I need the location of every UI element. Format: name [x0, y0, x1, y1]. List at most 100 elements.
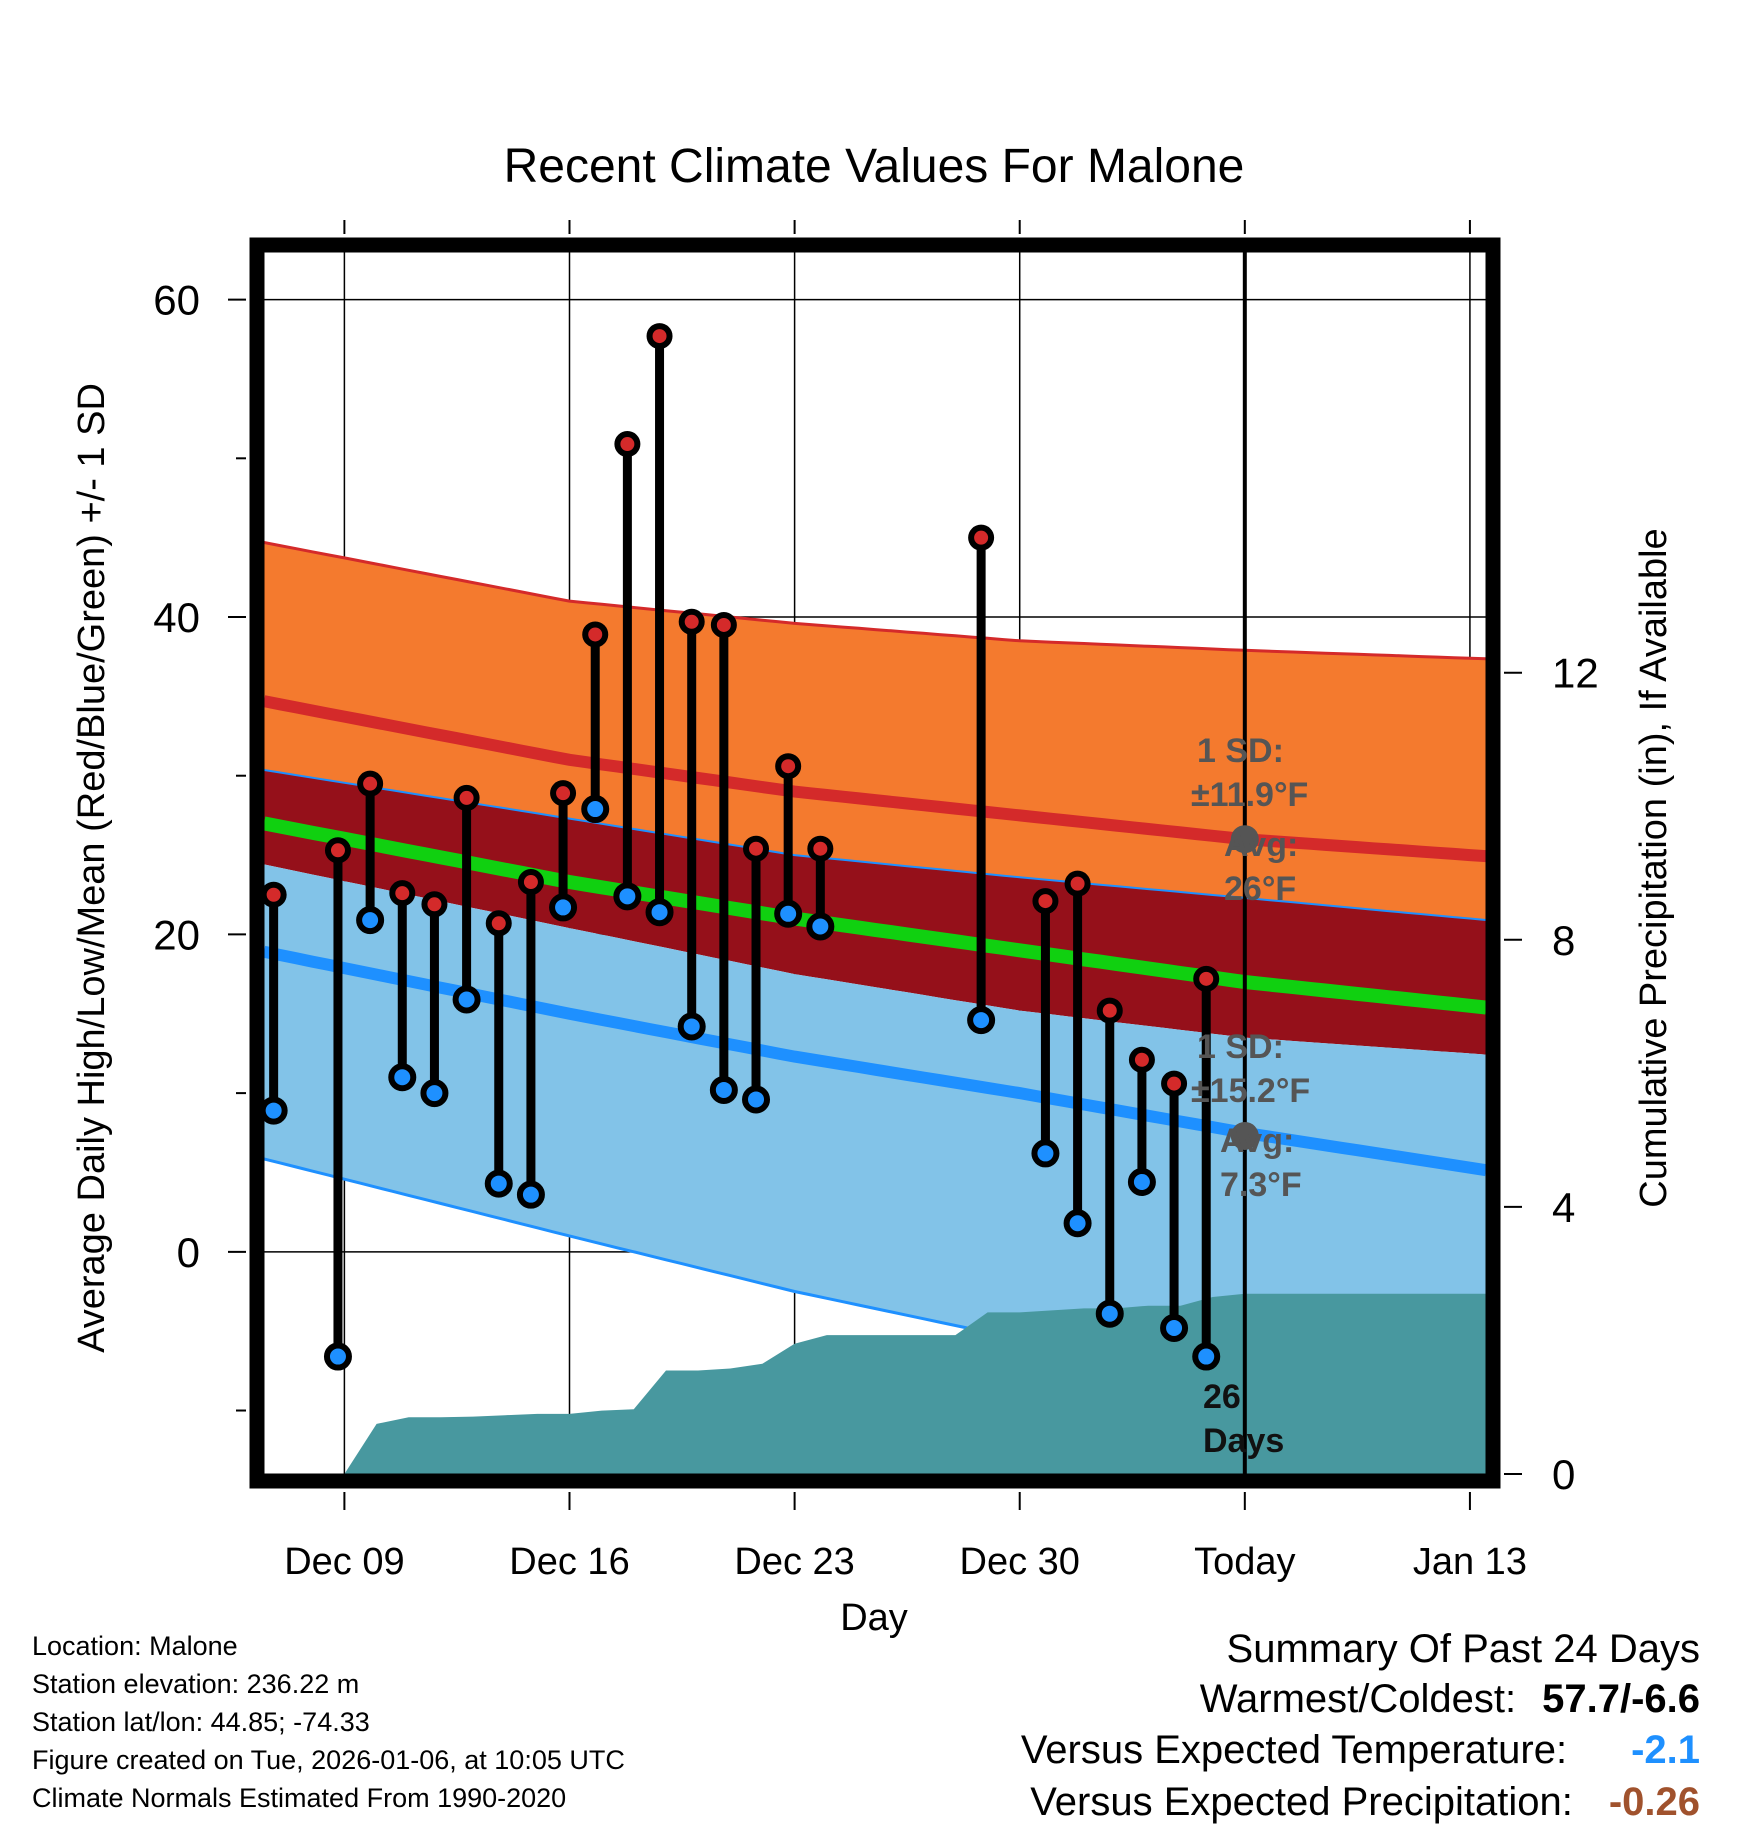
mean-band — [264, 770, 1486, 1055]
high-sd-band — [264, 542, 1486, 920]
low-temp-point — [581, 795, 610, 824]
low-temp-point — [420, 1079, 449, 1108]
high-temp-point — [968, 524, 995, 551]
high-temp-point — [1064, 870, 1091, 897]
high-temp-point — [324, 837, 351, 864]
low-temp-point — [967, 1006, 996, 1035]
y-right-tick-label: 4 — [1552, 1184, 1575, 1231]
footer-normals: Climate Normals Estimated From 1990-2020 — [32, 1783, 567, 1813]
y-left-tick-label: 0 — [177, 1229, 200, 1276]
low-temp-point — [452, 985, 481, 1014]
low-temp-point — [1127, 1167, 1156, 1196]
y-left-tick-label: 60 — [153, 277, 200, 324]
high-temp-point — [485, 910, 512, 937]
high-normal-line — [264, 695, 1486, 863]
x-tick-label: Dec 09 — [284, 1541, 404, 1583]
summary-warm-cold: Warmest/Coldest: 57.7/-6.6 — [1200, 1675, 1700, 1723]
low-sd-band — [264, 864, 1486, 1416]
days-count: 26 — [1203, 1378, 1241, 1416]
low-temp-point — [1031, 1139, 1060, 1168]
plot-frame — [249, 237, 1501, 1489]
y-right-tick-label: 0 — [1552, 1451, 1575, 1498]
high-temp-point — [1128, 1046, 1155, 1073]
low-temp-point — [806, 912, 835, 941]
high-temp-point — [260, 881, 287, 908]
high-temp-point — [1193, 965, 1220, 992]
high-temp-point — [357, 770, 384, 797]
low-sd-label: 1 SD: — [1197, 1028, 1284, 1066]
high-temp-point — [710, 611, 737, 638]
high-low-dots — [259, 323, 1221, 1371]
y-right-tick-label: 8 — [1552, 917, 1575, 964]
low-temp-point — [259, 1096, 288, 1125]
days-label: Days — [1203, 1422, 1284, 1460]
high-temp-point — [1161, 1070, 1188, 1097]
high-temp-point — [1096, 997, 1123, 1024]
today-layer — [1230, 246, 1259, 1474]
footer-created: Figure created on Tue, 2026-01-06, at 10… — [32, 1745, 625, 1775]
axes: 0 20 40 60 0 4 8 12 Dec 09 Dec 16 Dec 23 Dec 30 Toda… — [153, 220, 1599, 1583]
low-temp-point — [1095, 1299, 1124, 1328]
precipitation-layer — [344, 1293, 1486, 1474]
high-plus-sd-line — [264, 541, 1486, 661]
low-temp-point — [1063, 1209, 1092, 1238]
x-tick-label: Today — [1194, 1541, 1295, 1583]
high-temp-point — [678, 608, 705, 635]
low-temp-point — [1160, 1313, 1189, 1342]
high-temp-point — [1032, 888, 1059, 915]
low-temp-point — [774, 899, 803, 928]
low-temp-point — [742, 1085, 771, 1114]
y-axis-right-label: Cumulative Precipitation (in), If Availa… — [1633, 528, 1675, 1207]
low-temp-point — [516, 1180, 545, 1209]
temp-label: Versus Expected Temperature: — [1020, 1728, 1568, 1772]
precip-label: Versus Expected Precipitation: — [1030, 1780, 1573, 1824]
high-temp-point — [743, 835, 770, 862]
high-avg-label: Avg: — [1224, 826, 1298, 864]
low-temp-point — [677, 1012, 706, 1041]
high-temp-point — [517, 869, 544, 896]
high-temp-point — [421, 891, 448, 918]
x-axis-label: Day — [840, 1597, 908, 1639]
footer-elevation: Station elevation: 236.22 m — [32, 1669, 360, 1699]
low-temp-point — [549, 893, 578, 922]
y-left-tick-label: 20 — [153, 911, 200, 958]
high-temp-point — [614, 431, 641, 458]
low-sd-value: ±15.2°F — [1191, 1072, 1310, 1110]
low-temp-point — [1192, 1342, 1221, 1371]
high-temp-point — [775, 753, 802, 780]
low-temp-point — [613, 882, 642, 911]
high-temp-point — [389, 880, 416, 907]
low-avg-label: Avg: — [1220, 1122, 1294, 1160]
low-temp-point — [709, 1075, 738, 1104]
days-annotation: 26 Days — [1203, 1378, 1284, 1460]
warm-cold-value: 57.7/-6.6 — [1542, 1677, 1700, 1721]
normal-bands — [264, 541, 1486, 1418]
footer-latlon: Station lat/lon: 44.85; -74.33 — [32, 1707, 370, 1737]
x-tick-label: Dec 30 — [960, 1541, 1080, 1583]
low-temp-point — [388, 1063, 417, 1092]
high-temp-point — [646, 323, 673, 350]
low-temp-point — [356, 906, 385, 935]
y-axis-left-label: Average Daily High/Low/Mean (Red/Blue/Gr… — [71, 383, 113, 1353]
low-temp-point — [323, 1342, 352, 1371]
high-temp-point — [453, 784, 480, 811]
precip-value: -0.26 — [1608, 1780, 1700, 1824]
high-low-stems — [269, 336, 1211, 1357]
low-avg-value: 7.3°F — [1220, 1166, 1302, 1204]
high-avg-marker — [1230, 825, 1259, 854]
summary-precip: Versus Expected Precipitation: -0.26 — [1030, 1778, 1700, 1826]
high-avg-value: 26°F — [1224, 870, 1296, 908]
high-temp-point — [550, 780, 577, 807]
summary-title: Summary Of Past 24 Days — [1227, 1625, 1700, 1673]
summary-temp: Versus Expected Temperature: -2.1 — [1021, 1726, 1700, 1774]
high-sd-label: 1 SD: — [1197, 732, 1284, 770]
high-annotation: 1 SD: ±11.9°F Avg: 26°F — [1191, 732, 1308, 908]
y-right-tick-label: 12 — [1552, 650, 1599, 697]
high-sd-value: ±11.9°F — [1191, 776, 1308, 814]
y-left-tick-label: 40 — [153, 594, 200, 641]
temp-value: -2.1 — [1631, 1728, 1700, 1772]
summary-title-text: Summary Of Past 24 Days — [1226, 1627, 1700, 1671]
low-annotation: 1 SD: ±15.2°F Avg: 7.3°F — [1191, 1028, 1310, 1204]
low-temp-point — [484, 1169, 513, 1198]
